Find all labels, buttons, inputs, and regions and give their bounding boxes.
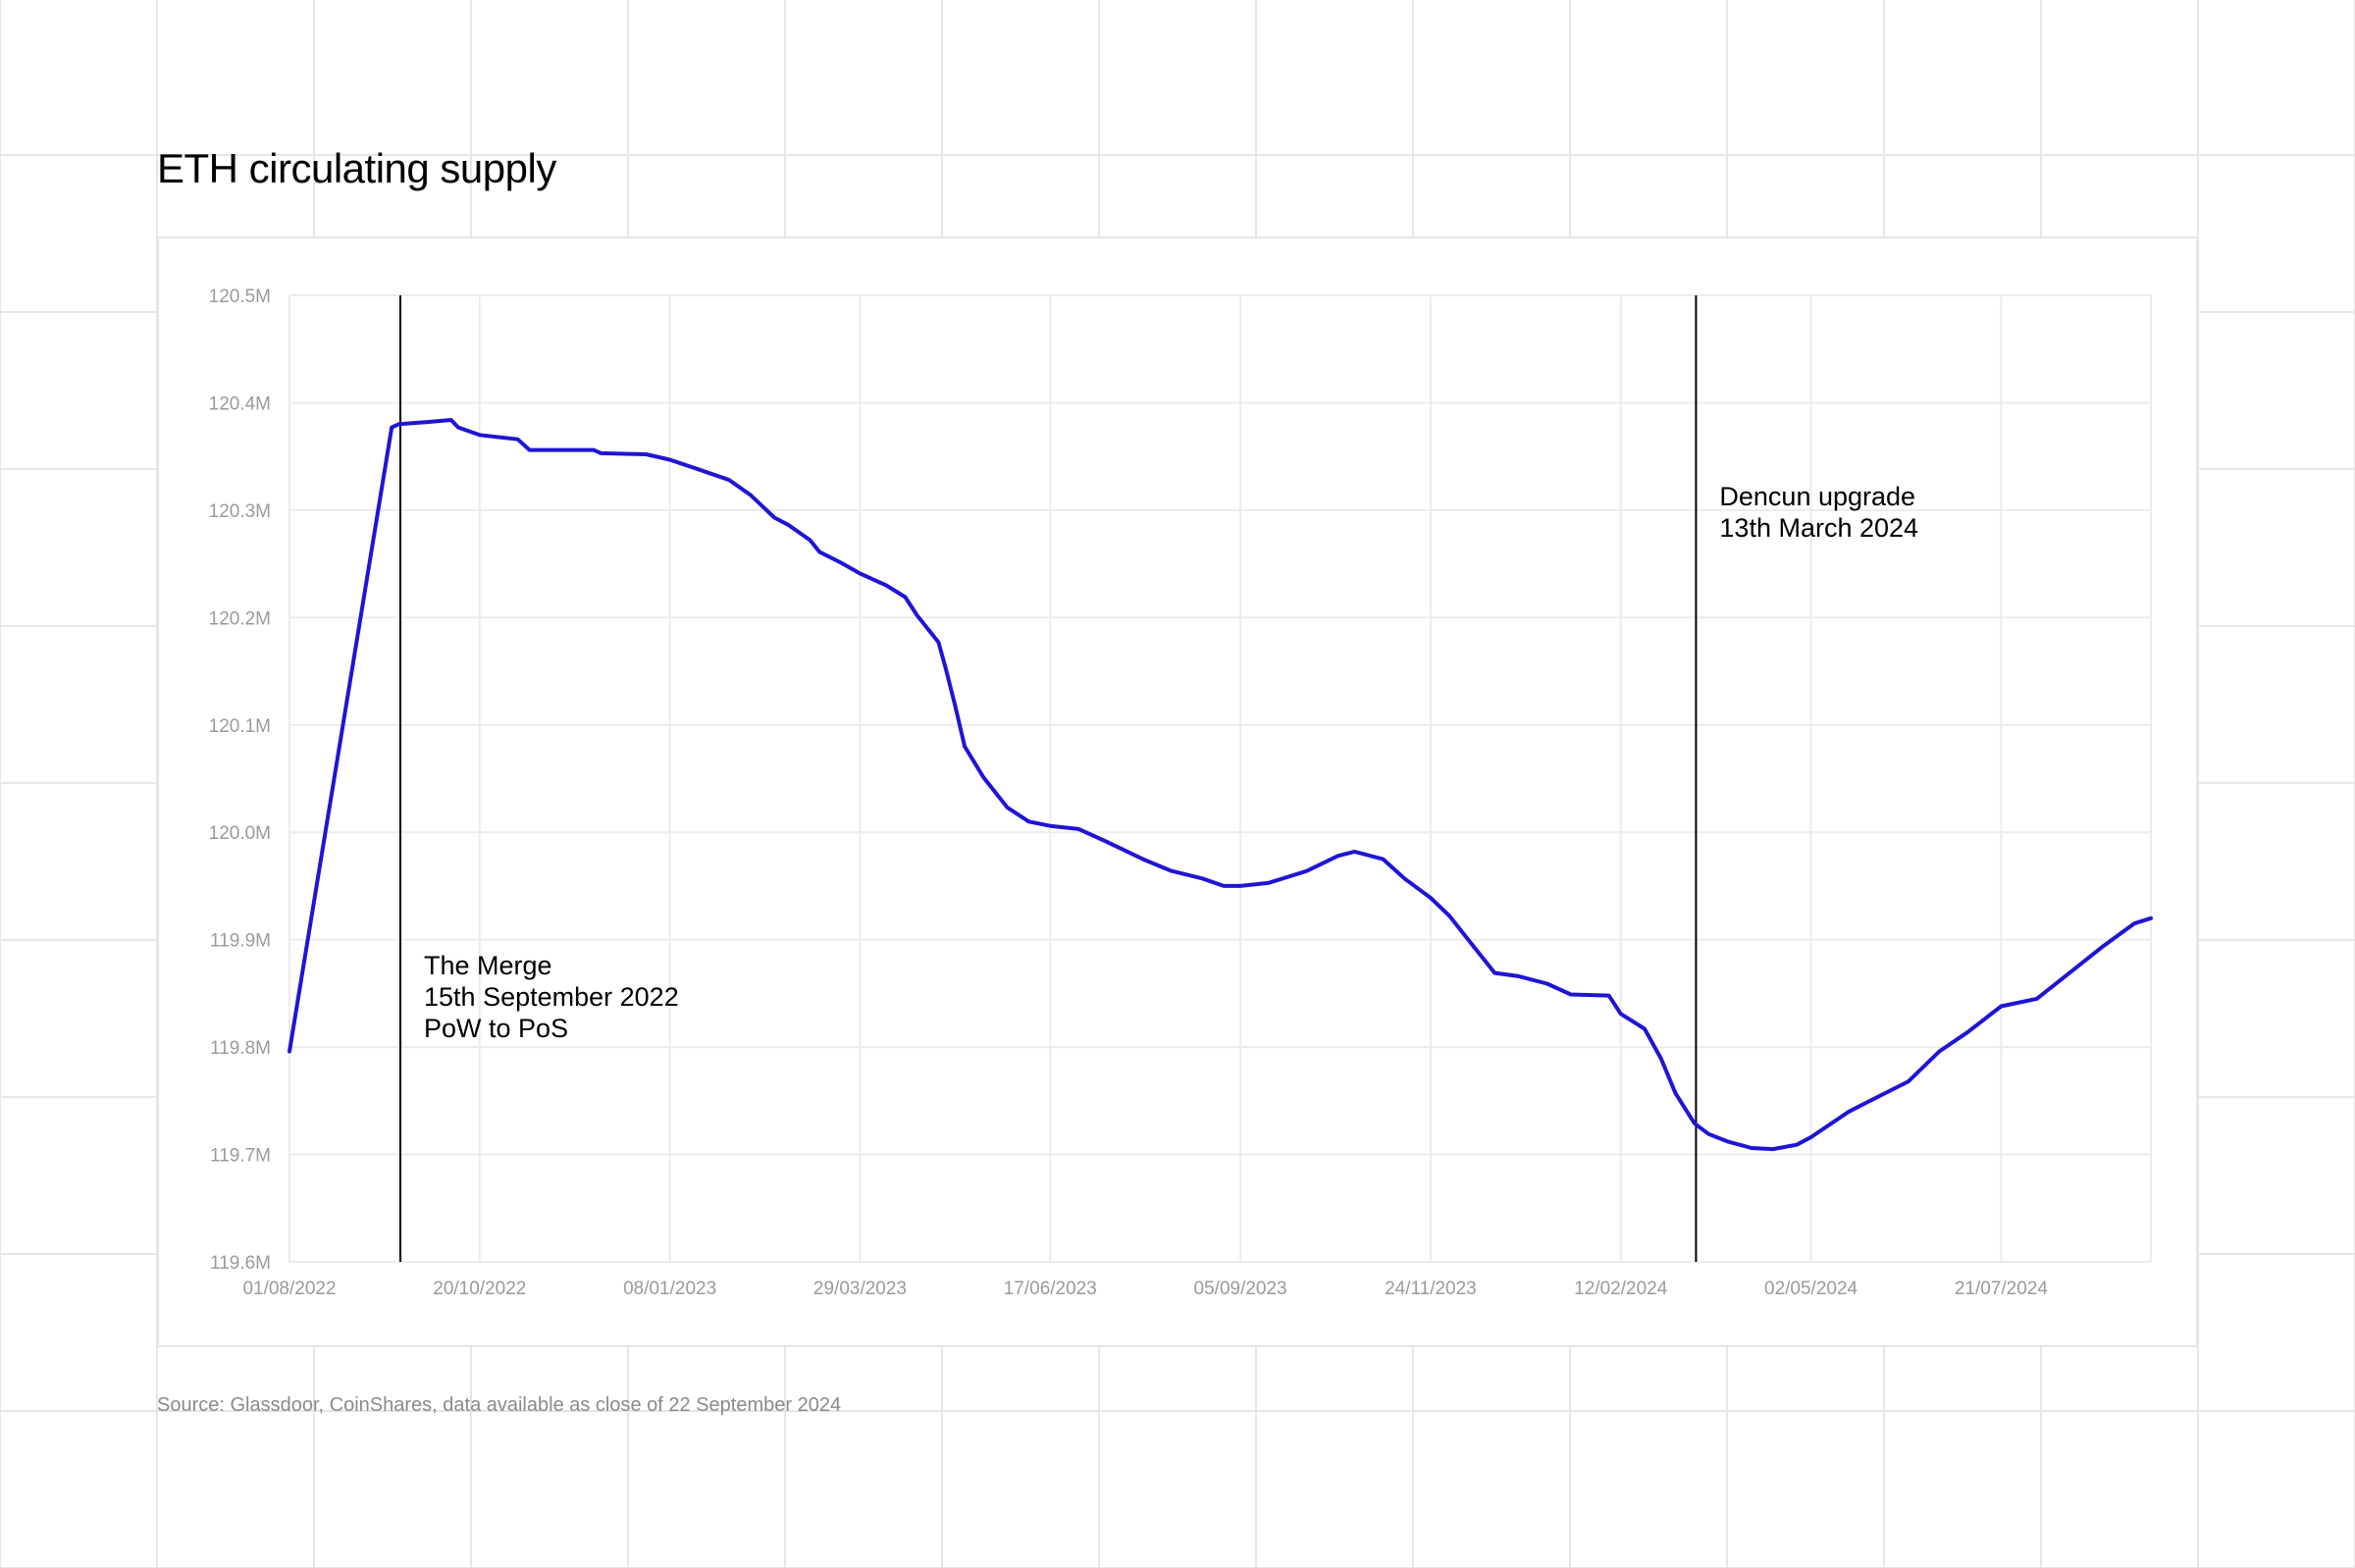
event-annotation: The Merge — [424, 951, 552, 980]
y-tick-label: 120.3M — [209, 501, 271, 522]
y-tick-label: 119.7M — [210, 1146, 271, 1167]
supply-line — [288, 418, 2153, 1152]
x-tick-label: 12/02/2024 — [1574, 1279, 1668, 1299]
event-annotation: 15th September 2022 — [424, 982, 679, 1012]
x-tick-label: 29/03/2023 — [813, 1279, 907, 1299]
y-tick-label: 119.9M — [210, 931, 271, 952]
x-tick-label: 20/10/2022 — [433, 1279, 526, 1299]
x-tick-label: 05/09/2023 — [1194, 1279, 1287, 1299]
y-tick-label: 119.8M — [210, 1038, 271, 1059]
x-tick-label: 02/05/2024 — [1764, 1279, 1858, 1299]
x-tick-label: 21/07/2024 — [1955, 1279, 2049, 1299]
y-tick-label: 120.2M — [209, 608, 271, 629]
y-tick-label: 120.5M — [209, 287, 271, 307]
x-tick-label: 01/08/2022 — [242, 1279, 336, 1299]
chart-title: ETH circulating supply — [157, 145, 556, 191]
y-tick-label: 119.6M — [210, 1253, 271, 1274]
chart-card — [157, 236, 2198, 1347]
event-annotation: Dencun upgrade — [1719, 482, 1915, 511]
x-tick-label: 08/01/2023 — [623, 1279, 716, 1299]
source-note: Source: Glassdoor, CoinShares, data avai… — [157, 1394, 842, 1416]
event-annotation: PoW to PoS — [424, 1014, 568, 1043]
x-tick-label: 24/11/2023 — [1385, 1279, 1477, 1299]
y-tick-label: 120.0M — [209, 823, 271, 844]
y-tick-label: 120.1M — [209, 716, 271, 737]
y-tick-label: 120.4M — [209, 393, 271, 414]
event-annotation: 13th March 2024 — [1719, 513, 1918, 543]
x-tick-label: 17/06/2023 — [1004, 1279, 1097, 1299]
